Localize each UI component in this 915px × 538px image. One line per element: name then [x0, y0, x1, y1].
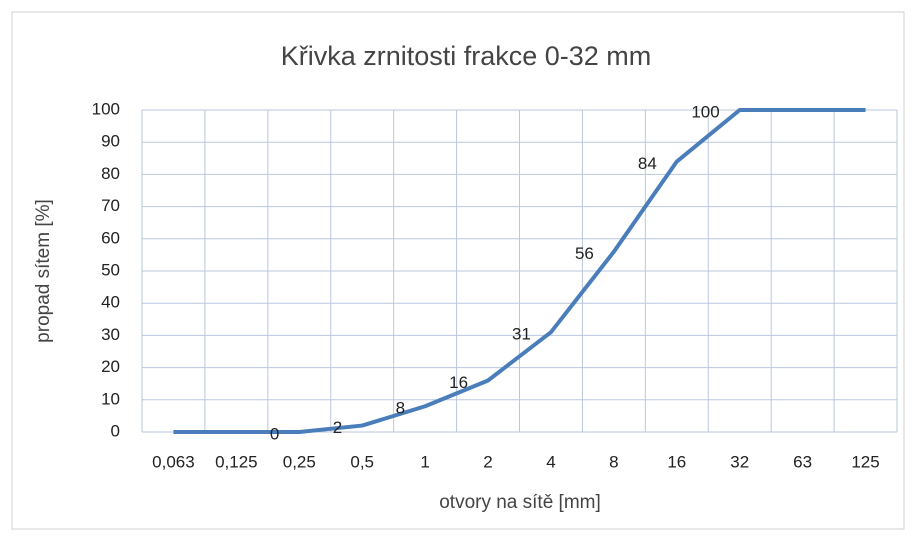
y-axis-label: propad sítem [%]	[33, 199, 54, 343]
line	[173, 108, 866, 434]
data-label: 100	[691, 102, 719, 121]
y-tick-label: 80	[101, 164, 120, 183]
x-tick-label: 2	[483, 452, 492, 471]
data-label: 56	[575, 244, 594, 263]
y-tick-label: 60	[101, 228, 120, 247]
y-tick-label: 30	[101, 325, 120, 344]
y-tick-label: 90	[101, 132, 120, 151]
data-label: 2	[333, 418, 342, 437]
x-tick-label: 8	[609, 452, 618, 471]
y-tick-label: 40	[101, 293, 120, 312]
chart-title: Křivka zrnitosti frakce 0-32 mm	[281, 41, 652, 71]
x-tick-label: 0,063	[152, 452, 195, 471]
y-tick-label: 20	[101, 357, 120, 376]
x-tick-label: 0,25	[283, 452, 316, 471]
x-tick-label: 16	[667, 452, 686, 471]
y-tick-label: 100	[92, 99, 120, 118]
x-tick-label: 32	[730, 452, 749, 471]
x-axis-label: otvory na sítě [mm]	[439, 492, 601, 513]
data-label: 31	[512, 325, 531, 344]
x-tick-label: 63	[793, 452, 812, 471]
y-tick-label: 50	[101, 260, 120, 279]
x-tick-label: 4	[546, 452, 555, 471]
x-tick-label: 1	[420, 452, 429, 471]
data-label: 0	[270, 424, 279, 443]
y-tick-label: 0	[111, 421, 120, 440]
y-tick-label: 10	[101, 389, 120, 408]
data-label: 84	[638, 154, 657, 173]
x-tick-label: 0,125	[215, 452, 258, 471]
data-label: 16	[449, 373, 468, 392]
x-tick-label: 125	[851, 452, 879, 471]
x-tick-label: 0,5	[350, 452, 374, 471]
data-label: 8	[396, 399, 405, 418]
y-tick-label: 70	[101, 196, 120, 215]
